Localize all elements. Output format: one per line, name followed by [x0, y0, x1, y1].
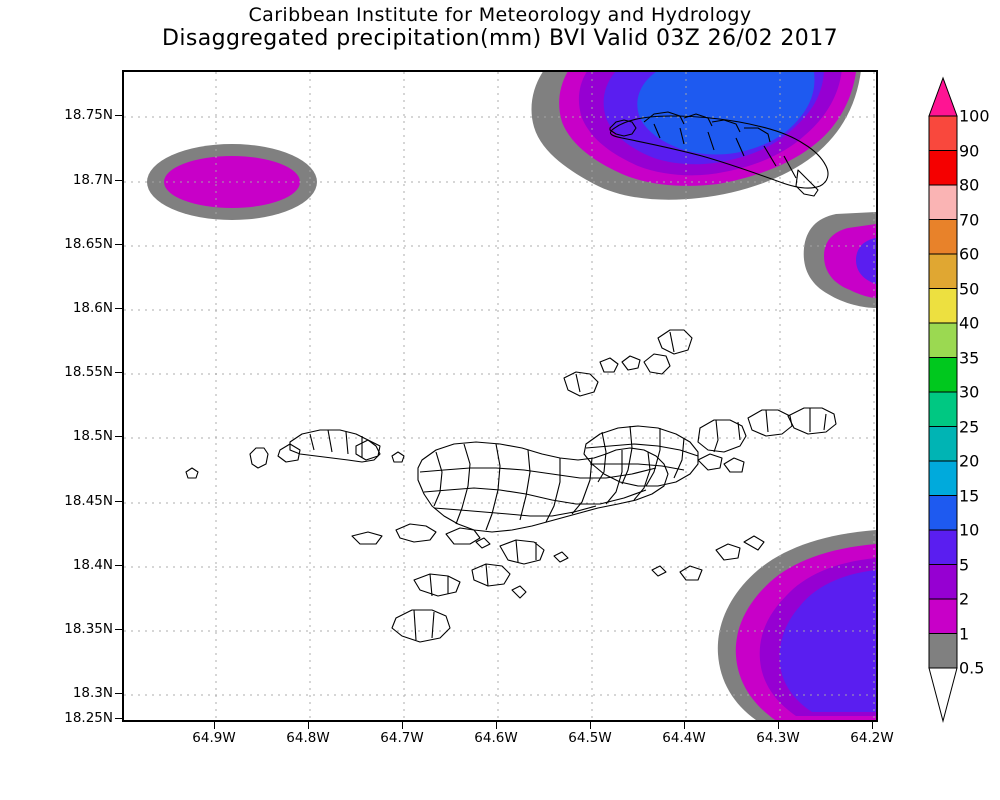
institute-title: Caribbean Institute for Meteorology and …: [248, 4, 752, 26]
x-tick-label: 64.5W: [568, 730, 612, 746]
y-tick-label: 18.7N: [72, 172, 113, 188]
y-tick-label: 18.5N: [72, 428, 113, 444]
colorbar-tick: 25: [959, 417, 980, 436]
colorbar-tick: 35: [959, 348, 980, 367]
y-tick-label: 18.35N: [64, 621, 113, 637]
plot-frame: [122, 70, 878, 722]
colorbar-tick: 10: [959, 520, 980, 540]
colorbar-tick: 100: [959, 106, 990, 126]
colorbar-tick: 1: [959, 624, 970, 643]
x-tick-label: 64.2W: [850, 730, 894, 746]
island-coastlines: [185, 111, 837, 643]
colorbar-tick: 70: [959, 210, 980, 229]
colorbar-tick: 0.5: [959, 658, 985, 678]
colorbar-tick: 80: [959, 175, 980, 195]
x-tick-label: 64.9W: [192, 730, 236, 746]
contour-cell-east-edge: [803, 212, 876, 308]
colorbar-tick: 90: [959, 141, 980, 160]
y-axis-labels: 18.75N 18.7N 18.65N 18.6N 18.55N 18.5N 1…: [0, 70, 113, 726]
x-axis-labels: 64.9W 64.8W 64.7W 64.6W 64.5W 64.4W 64.3…: [122, 730, 893, 754]
contour-cell-northwest: [147, 144, 317, 220]
figure-title-block: Caribbean Institute for Meteorology and …: [0, 4, 1000, 52]
y-tick-label: 18.65N: [64, 236, 113, 252]
y-tick-label: 18.6N: [72, 300, 113, 316]
colorbar-tick: 30: [959, 382, 980, 402]
x-tick-label: 64.6W: [474, 730, 518, 746]
colorbar-tick: 40: [959, 313, 980, 333]
x-tick-label: 64.4W: [662, 730, 706, 746]
contour-cell-north: [531, 72, 861, 200]
x-tick-label: 64.3W: [756, 730, 800, 746]
contour-cell-southeast: [717, 530, 876, 720]
y-tick-label: 18.75N: [64, 107, 113, 123]
y-tick-label: 18.3N: [72, 685, 113, 701]
y-tick-label: 18.25N: [64, 710, 113, 726]
y-tick-label: 18.55N: [64, 364, 113, 380]
colorbar-tick: 50: [959, 279, 980, 298]
colorbar-legend: 100 90 80 70 60 50 40 35 30 25 20 15 10 …: [925, 76, 1000, 726]
colorbar-tick: 60: [959, 244, 980, 264]
colorbar-swatches: [928, 76, 958, 723]
map-plot-area: [115, 70, 878, 729]
map-canvas: [124, 72, 876, 720]
page-title: Disaggregated precipitation(mm) BVI Vali…: [162, 26, 838, 51]
colorbar-tick: 2: [959, 589, 970, 609]
colorbar-tick: 20: [959, 451, 980, 471]
x-tick-label: 64.8W: [286, 730, 330, 746]
y-tick-label: 18.45N: [64, 493, 113, 509]
colorbar-tick: 15: [959, 486, 980, 505]
colorbar-tick: 5: [959, 555, 970, 574]
y-tick-label: 18.4N: [72, 557, 113, 573]
x-tick-label: 64.7W: [380, 730, 424, 746]
grid-lines: [124, 72, 876, 720]
